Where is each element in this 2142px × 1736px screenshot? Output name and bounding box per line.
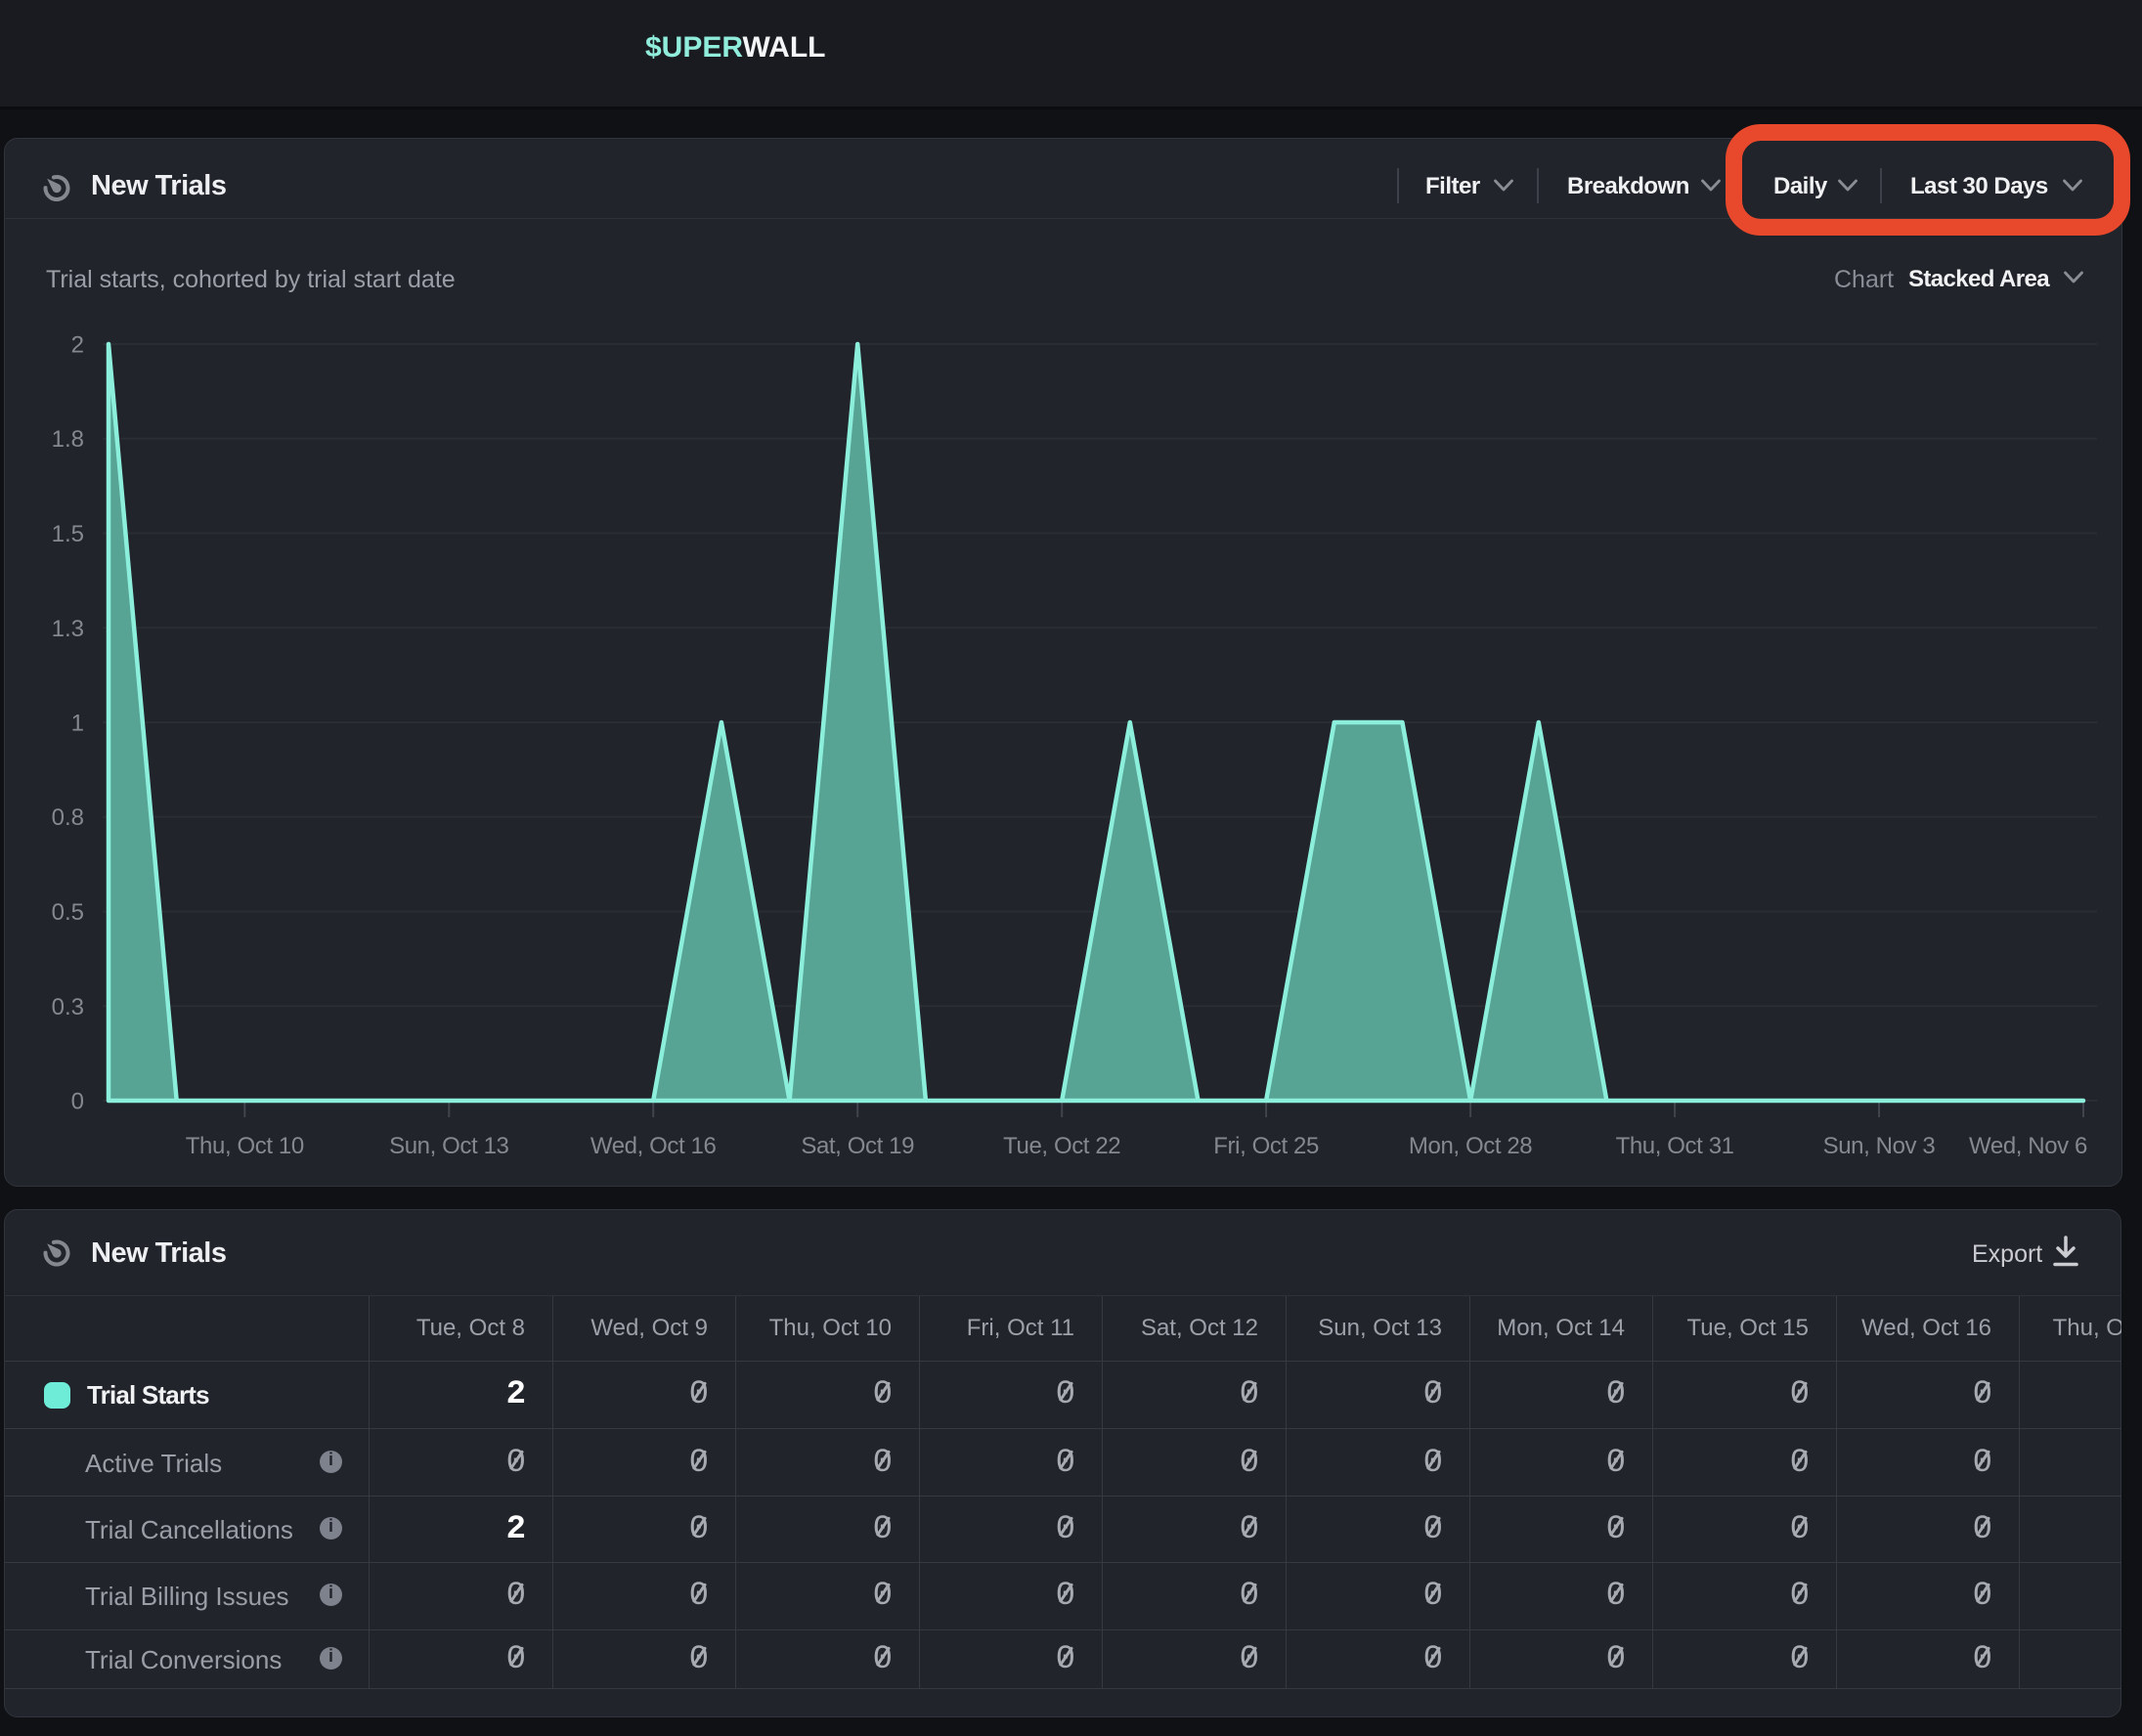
svg-text:0.3: 0.3 — [52, 994, 84, 1020]
svg-text:2: 2 — [71, 332, 84, 359]
svg-text:Tue, Oct 22: Tue, Oct 22 — [1003, 1133, 1120, 1159]
svg-text:0.8: 0.8 — [52, 804, 84, 831]
svg-text:1: 1 — [71, 711, 84, 737]
svg-text:Wed, Nov 6: Wed, Nov 6 — [1969, 1133, 2087, 1159]
svg-text:Mon, Oct 28: Mon, Oct 28 — [1409, 1133, 1532, 1159]
svg-text:1.8: 1.8 — [52, 426, 84, 453]
svg-text:Fri, Oct 25: Fri, Oct 25 — [1213, 1133, 1319, 1159]
svg-text:Thu, Oct 31: Thu, Oct 31 — [1616, 1133, 1734, 1159]
svg-text:1.3: 1.3 — [52, 616, 84, 642]
svg-text:Sun, Nov 3: Sun, Nov 3 — [1823, 1133, 1936, 1159]
svg-text:Wed, Oct 16: Wed, Oct 16 — [590, 1133, 717, 1159]
svg-text:Thu, Oct 10: Thu, Oct 10 — [186, 1133, 304, 1159]
svg-text:1.5: 1.5 — [52, 521, 84, 547]
svg-text:0: 0 — [71, 1089, 84, 1115]
svg-text:Sat, Oct 19: Sat, Oct 19 — [801, 1133, 914, 1159]
svg-text:Sun, Oct 13: Sun, Oct 13 — [389, 1133, 508, 1159]
svg-text:0.5: 0.5 — [52, 899, 84, 926]
